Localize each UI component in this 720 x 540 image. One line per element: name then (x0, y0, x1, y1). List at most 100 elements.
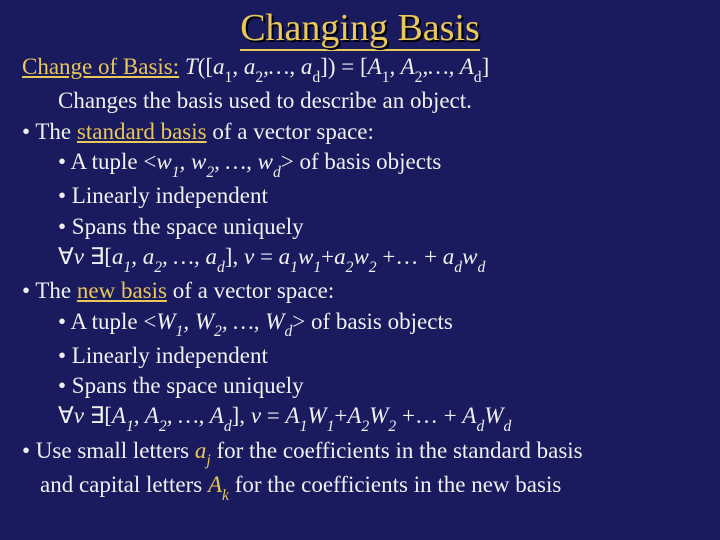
sym-a: , a (232, 54, 255, 79)
sym-W: W (369, 403, 388, 428)
line-spans-2: • Spans the space uniquely (22, 371, 698, 401)
slide: Changing Basis Change of Basis: T([a1, a… (0, 0, 720, 540)
sub: 1 (123, 259, 131, 276)
sym-A: , A (134, 403, 159, 428)
txt: + (334, 403, 347, 428)
sym-A: , …, A (167, 403, 224, 428)
sub: 1 (176, 323, 184, 340)
sym-forall: ∀ (58, 403, 74, 428)
sym-A: A (208, 472, 222, 497)
sub: d (477, 259, 485, 276)
txt: ] (482, 54, 490, 79)
sym-a: , a (131, 244, 154, 269)
line-forall-a: ∀v ∃[a1, a2, …, ad], v = a1w1+a2w2 +… + … (22, 242, 698, 276)
txt: +… + (396, 403, 462, 428)
txt: • The (22, 119, 77, 144)
sub: d (474, 69, 482, 86)
txt: > of basis objects (292, 309, 453, 334)
sym-A: A (112, 403, 126, 428)
txt: +… + (377, 244, 443, 269)
sub: 1 (300, 418, 308, 435)
sym-v: v (244, 244, 254, 269)
sub: d (503, 418, 511, 435)
sub: d (476, 418, 484, 435)
label-change-of-basis: Change of Basis: (22, 54, 179, 79)
sym-W: , W (183, 309, 214, 334)
sym-w: , …, w (214, 149, 273, 174)
txt: > of basis objects (281, 149, 442, 174)
sub: k (222, 487, 229, 504)
sym-A: A (286, 403, 300, 428)
line-change-of-basis: Change of Basis: T([a1, a2,…, ad]) = [A1… (22, 52, 698, 86)
line-tuple-w: • A tuple <w1, w2, …, wd> of basis objec… (22, 147, 698, 181)
sub: 2 (214, 323, 222, 340)
line-new-basis: • The new basis of a vector space: (22, 276, 698, 306)
sym-a: a (213, 54, 225, 79)
line-desc: Changes the basis used to describe an ob… (22, 86, 698, 116)
txt: • A tuple < (58, 149, 156, 174)
sub: 2 (255, 69, 263, 86)
sub: 2 (388, 418, 396, 435)
txt: of a vector space: (167, 278, 334, 303)
sub: 1 (126, 418, 134, 435)
label-new-basis: new basis (77, 278, 167, 303)
sub: 1 (172, 164, 180, 181)
txt: ], (225, 244, 244, 269)
sym-T: T (179, 54, 198, 79)
slide-content: Change of Basis: T([a1, a2,…, ad]) = [A1… (22, 52, 698, 504)
sym-a: a (112, 244, 124, 269)
sym-a: ,…, a (263, 54, 312, 79)
txt: • Use small letters (22, 438, 195, 463)
sub: d (217, 259, 225, 276)
txt: of a vector space: (207, 119, 374, 144)
line-spans: • Spans the space uniquely (22, 212, 698, 242)
sub: 2 (415, 69, 423, 86)
sym-w: w (462, 244, 477, 269)
sym-a: a (279, 244, 291, 269)
sym-forall: ∀ (58, 244, 74, 269)
txt: • A tuple < (58, 309, 156, 334)
sub: 2 (206, 164, 214, 181)
sym-A: A (347, 403, 361, 428)
sym-A: A (368, 54, 382, 79)
sub: 2 (369, 259, 377, 276)
sym-w: , w (180, 149, 207, 174)
txt: ([ (198, 54, 213, 79)
txt: ]) = [ (320, 54, 367, 79)
txt: for the coefficients in the standard bas… (211, 438, 583, 463)
sym-a: a (334, 244, 346, 269)
txt: and capital letters (40, 472, 208, 497)
sub: d (454, 259, 462, 276)
sym-A: , A (390, 54, 415, 79)
sub: 2 (159, 418, 167, 435)
sub: 1 (327, 418, 335, 435)
line-tuple-W: • A tuple <W1, W2, …, Wd> of basis objec… (22, 307, 698, 341)
sym-v: v (74, 403, 84, 428)
line-capital-letters: and capital letters Ak for the coefficie… (22, 470, 698, 504)
sym-A: A (462, 403, 476, 428)
sub: 2 (154, 259, 162, 276)
sub: j (206, 452, 210, 469)
line-lin-indep: • Linearly independent (22, 181, 698, 211)
sub: d (312, 69, 320, 86)
sym-W: W (307, 403, 326, 428)
sym-W: W (156, 309, 175, 334)
txt: ], (232, 403, 251, 428)
sub: 2 (361, 418, 369, 435)
sub: d (284, 323, 292, 340)
line-standard-basis: • The standard basis of a vector space: (22, 117, 698, 147)
sym-A: ,…, A (422, 54, 473, 79)
txt: = (254, 244, 278, 269)
sym-a: , …, a (162, 244, 217, 269)
txt: for the coefficients in the new basis (229, 472, 561, 497)
line-forall-A: ∀v ∃[A1, A2, …, Ad], v = A1W1+A2W2 +… + … (22, 401, 698, 435)
txt: + (321, 244, 334, 269)
sub: d (273, 164, 281, 181)
sym-a: a (195, 438, 207, 463)
sub: 2 (346, 259, 354, 276)
title-text: Changing Basis (240, 7, 480, 51)
slide-title: Changing Basis (22, 6, 698, 50)
sym-w: w (298, 244, 313, 269)
sub: 1 (290, 259, 298, 276)
txt: = (261, 403, 285, 428)
